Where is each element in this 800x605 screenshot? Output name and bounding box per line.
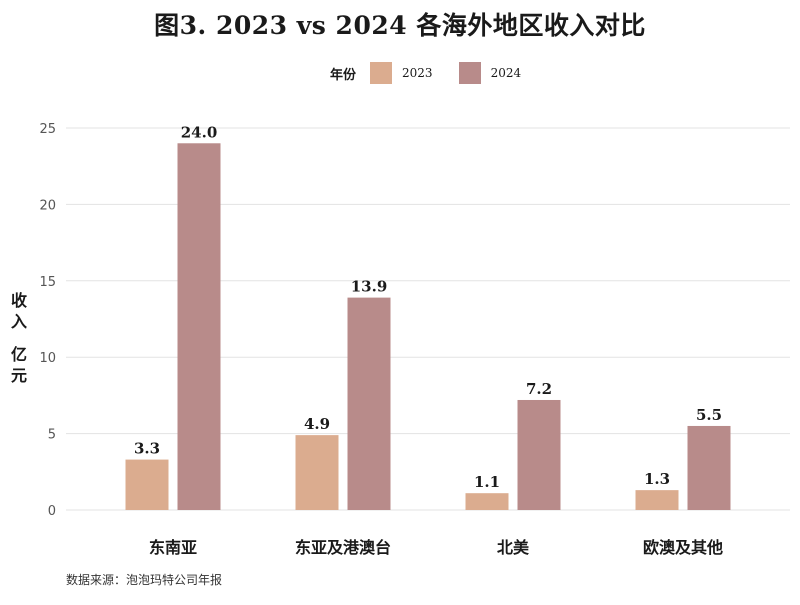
data-label: 24.0 [181, 123, 218, 141]
data-label: 5.5 [696, 406, 722, 424]
x-tick-label: 东南亚 [149, 538, 197, 557]
bar-2024-3 [687, 425, 731, 510]
y-axis-label-char: 收 [10, 291, 27, 310]
y-tick-label: 10 [39, 351, 56, 366]
bar-2024-1 [347, 297, 391, 510]
x-tick-label: 欧澳及其他 [643, 538, 723, 557]
legend-swatch-2024 [458, 62, 481, 84]
y-tick-label: 0 [48, 504, 56, 519]
data-label: 3.3 [134, 440, 160, 458]
legend-label-2024: 2024 [490, 66, 522, 80]
x-tick-label: 北美 [497, 538, 530, 557]
legend-label-2023: 2023 [402, 66, 433, 80]
bar-2023-3 [635, 490, 679, 510]
y-axis-label-char: 元 [10, 366, 27, 385]
bar-2024-2 [517, 399, 561, 510]
y-axis-label-char: 入 [10, 312, 27, 331]
legend: 年份 2023 2024 [330, 62, 547, 84]
y-tick-label: 25 [39, 122, 56, 137]
x-tick-label: 东亚及港澳台 [295, 538, 391, 557]
data-label: 7.2 [526, 380, 552, 398]
data-label: 4.9 [304, 415, 330, 433]
y-axis-label: 收 入 亿 元 [6, 290, 32, 386]
bar-2023-1 [295, 435, 339, 510]
y-axis-label-char: 亿 [10, 345, 27, 364]
y-tick-label: 15 [39, 275, 56, 290]
data-label: 1.1 [474, 473, 500, 491]
y-tick-label: 20 [39, 198, 56, 213]
data-label: 13.9 [351, 278, 388, 296]
bar-2023-0 [125, 459, 169, 510]
y-tick-label: 5 [48, 428, 56, 443]
chart-title: 图3. 2023 vs 2024 各海外地区收入对比 [154, 11, 646, 40]
legend-title: 年份 [330, 67, 357, 83]
bar-2024-0 [177, 143, 221, 510]
legend-swatch-2023 [370, 62, 393, 84]
source-note: 数据来源：泡泡玛特公司年报 [66, 573, 223, 587]
bar-2023-2 [465, 493, 509, 510]
data-label: 1.3 [644, 470, 670, 488]
